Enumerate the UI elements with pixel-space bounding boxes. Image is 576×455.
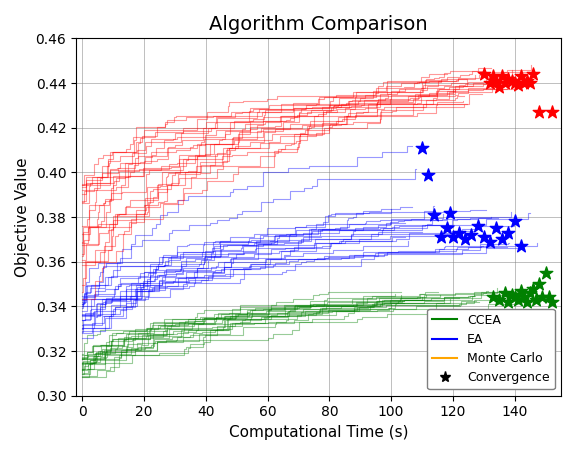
Point (498, 73, 507, 80)
Legend: CCEA, EA, Monte Carlo, Convergence: CCEA, EA, Monte Carlo, Convergence (427, 309, 555, 389)
Point (436, 233, 445, 241)
Point (430, 211, 439, 218)
Point (529, 71, 538, 78)
Point (525, 79, 535, 86)
Point (510, 294, 520, 301)
Point (479, 71, 488, 78)
Point (516, 73, 525, 80)
Point (504, 229, 513, 236)
Point (538, 294, 547, 301)
Point (467, 231, 476, 238)
Point (510, 218, 520, 225)
Point (418, 144, 427, 152)
Point (507, 77, 516, 85)
Point (491, 225, 501, 232)
Point (479, 233, 488, 241)
Point (486, 79, 495, 86)
Point (488, 73, 498, 80)
Point (535, 108, 544, 116)
Point (501, 79, 510, 86)
Point (454, 229, 464, 236)
Point (547, 298, 556, 306)
Title: Algorithm Comparison: Algorithm Comparison (209, 15, 428, 34)
Point (510, 79, 520, 86)
X-axis label: Computational Time (s): Computational Time (s) (229, 425, 408, 440)
Point (516, 243, 525, 250)
Point (423, 171, 433, 178)
Point (547, 108, 556, 116)
Point (473, 222, 482, 230)
Point (445, 209, 454, 216)
Point (504, 298, 513, 306)
Point (532, 296, 541, 303)
Point (461, 236, 470, 243)
Point (504, 75, 513, 82)
Point (520, 79, 529, 86)
Point (513, 296, 522, 303)
Point (541, 269, 550, 277)
Point (488, 294, 498, 301)
Point (513, 81, 522, 89)
Point (522, 77, 532, 85)
Point (535, 280, 544, 288)
Point (498, 236, 507, 243)
Point (507, 292, 516, 299)
Point (520, 294, 529, 301)
Point (529, 285, 538, 292)
Point (501, 289, 510, 297)
Y-axis label: Objective Value: Objective Value (15, 157, 30, 277)
Point (525, 289, 535, 297)
Point (491, 77, 501, 85)
Point (495, 296, 504, 303)
Point (448, 233, 457, 241)
Point (522, 298, 532, 306)
Point (486, 238, 495, 245)
Point (544, 294, 554, 301)
Point (516, 287, 525, 294)
Point (495, 84, 504, 91)
Point (442, 225, 452, 232)
